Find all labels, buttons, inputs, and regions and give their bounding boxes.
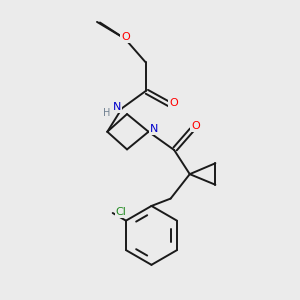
- Text: H: H: [103, 109, 110, 118]
- Text: N: N: [150, 124, 158, 134]
- Text: O: O: [121, 32, 130, 42]
- Text: O: O: [191, 121, 200, 131]
- Text: N: N: [112, 102, 121, 112]
- Text: O: O: [169, 98, 178, 108]
- Text: Cl: Cl: [116, 207, 126, 217]
